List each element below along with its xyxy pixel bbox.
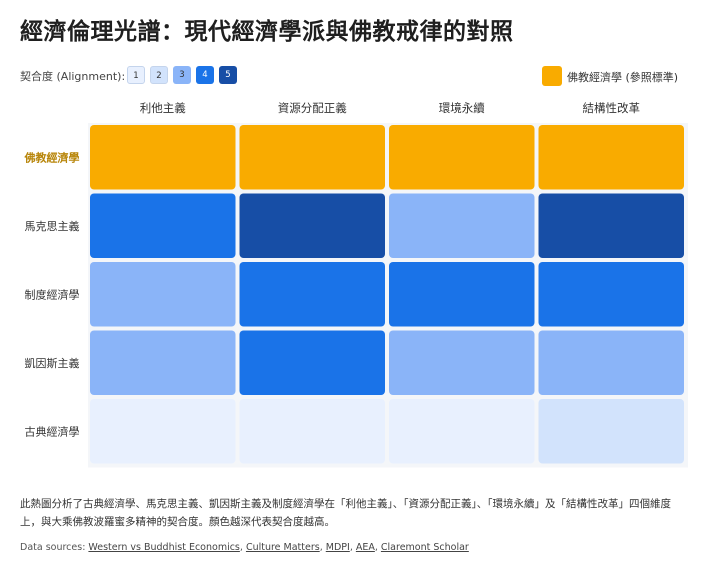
source-link[interactable]: AEA (355, 542, 375, 553)
reference-legend-label: 佛教經濟學 (參照標準) (567, 71, 679, 84)
source-link[interactable]: Culture Matters (245, 542, 320, 553)
source-link[interactable]: Western vs Buddhist Economics (88, 542, 240, 553)
chart-description: 此熱圖分析了古典經濟學、馬克思主義、凱因斯主義及制度經濟學在「利他主義」、「資源… (20, 498, 671, 528)
data-sources-prefix: Data sources: (20, 542, 89, 553)
heatmap-cell (389, 330, 535, 395)
reference-legend: 佛教經濟學 (參照標準) (536, 66, 686, 86)
data-sources: Data sources: Western vs Buddhist Econom… (20, 542, 469, 553)
heatmap-cell (389, 193, 535, 258)
column-header: 資源分配正義 (278, 101, 347, 115)
scale-box-1: 1 (127, 66, 145, 84)
scale-box-2: 2 (150, 66, 168, 84)
heatmap-cell (389, 125, 535, 190)
reference-row-label: 佛教經濟學 (24, 150, 80, 164)
heatmap-cell (538, 399, 684, 464)
heatmap-cell (389, 262, 535, 327)
column-header: 利他主義 (140, 101, 186, 115)
scale-box-5: 5 (219, 66, 237, 84)
row-label: 馬克思主義 (25, 219, 80, 233)
heatmap-cell (538, 125, 684, 190)
heatmap-cell (239, 193, 385, 258)
source-link[interactable]: Claremont Scholar (380, 542, 469, 553)
scale-box-4: 4 (196, 66, 214, 84)
heatmap-cell (239, 399, 385, 464)
reference-swatch (542, 66, 562, 86)
row-label: 古典經濟學 (25, 424, 80, 438)
heatmap-cell (239, 262, 385, 327)
alignment-scale-label: 契合度 (Alignment): (20, 70, 126, 83)
heatmap-cell (90, 330, 236, 395)
heatmap-cell (90, 193, 236, 258)
heatmap-cell (90, 125, 236, 190)
heatmap-cell (239, 330, 385, 395)
column-header: 環境永續 (439, 101, 485, 115)
heatmap-cell (538, 262, 684, 327)
heatmap-cell (90, 399, 236, 464)
heatmap-cell (389, 399, 535, 464)
heatmap-cell (538, 330, 684, 395)
row-label: 制度經濟學 (25, 287, 80, 301)
scale-box-3: 3 (173, 66, 191, 84)
heatmap-cell (538, 193, 684, 258)
page-title: 經濟倫理光譜：現代經濟學派與佛教戒律的對照 (20, 19, 514, 45)
heatmap-cell (239, 125, 385, 190)
source-link[interactable]: MDPI (325, 542, 350, 553)
heatmap-cell (90, 262, 236, 327)
heatmap-chart: 利他主義 資源分配正義 環境永續 結構性改革佛教經濟學馬克思主義制度經濟學凱因斯主義古… (24, 101, 688, 468)
row-label: 凱因斯主義 (25, 356, 80, 370)
column-header: 結構性改革 (583, 101, 641, 115)
